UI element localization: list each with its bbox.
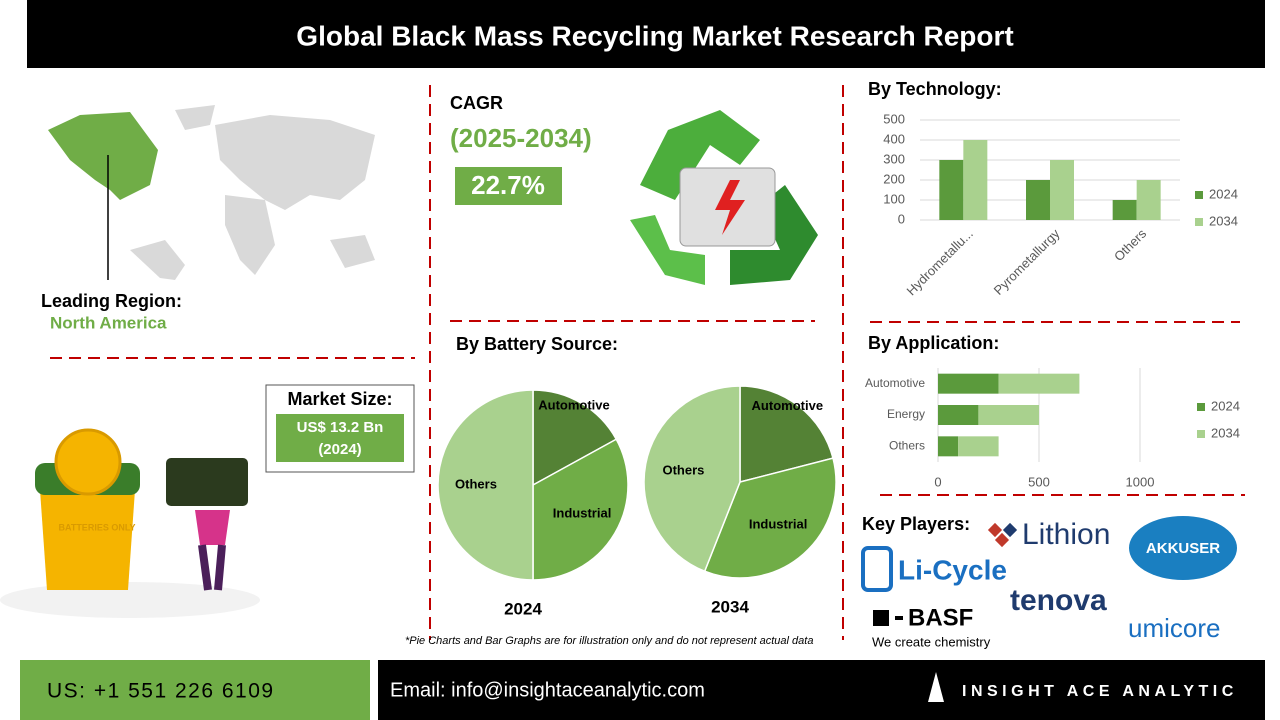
bar-segment bbox=[998, 373, 1080, 394]
footer-bar bbox=[378, 660, 1265, 720]
coin bbox=[54, 428, 122, 496]
y-tick-label: Others bbox=[889, 439, 925, 453]
bar-segment bbox=[938, 405, 979, 425]
legend-label: 2034 bbox=[1211, 425, 1240, 440]
y-tick-label: Energy bbox=[887, 407, 925, 421]
bar bbox=[1136, 180, 1161, 220]
section-heading: Key Players: bbox=[862, 514, 970, 534]
pie-title: 2034 bbox=[711, 597, 749, 616]
x-tick-label: 500 bbox=[1028, 474, 1050, 489]
slice-label: Others bbox=[455, 476, 497, 491]
y-tick-label: 0 bbox=[898, 211, 905, 226]
section-heading: By Technology: bbox=[868, 79, 1002, 99]
bar bbox=[939, 160, 964, 220]
title: Global Black Mass Recycling Market Resea… bbox=[296, 20, 1013, 51]
y-tick-label: 300 bbox=[883, 151, 905, 166]
battery-illustration bbox=[166, 458, 248, 506]
basf-mark bbox=[895, 616, 903, 620]
pie-slice bbox=[703, 457, 837, 579]
slice-label: Others bbox=[662, 463, 704, 478]
slice-label: Automotive bbox=[752, 398, 824, 413]
y-tick-label: 200 bbox=[883, 171, 905, 186]
footer-phone: US: +1 551 226 6109 bbox=[47, 680, 275, 703]
bar-segment bbox=[938, 436, 959, 457]
bar-segment bbox=[938, 373, 999, 394]
bar bbox=[1112, 200, 1137, 220]
company-logo: tenova bbox=[1010, 584, 1107, 617]
market-size-value: US$ 13.2 Bn bbox=[297, 419, 384, 436]
pie-title: 2024 bbox=[504, 599, 542, 618]
y-tick-label: 100 bbox=[883, 191, 905, 206]
region-value: North America bbox=[50, 313, 167, 332]
company-tagline: We create chemistry bbox=[872, 634, 991, 649]
lithion-mark bbox=[987, 522, 1018, 548]
x-tick-label: Others bbox=[1111, 226, 1150, 265]
market-size-badge bbox=[276, 414, 404, 462]
bar bbox=[1050, 160, 1074, 220]
cagr-label: CAGR bbox=[450, 93, 503, 113]
footnote: *Pie Charts and Bar Graphs are for illus… bbox=[405, 635, 813, 647]
x-tick-label: 0 bbox=[934, 474, 941, 489]
legend-label: 2034 bbox=[1209, 213, 1238, 228]
pie-slice bbox=[437, 389, 534, 581]
cagr-value: 22.7% bbox=[471, 170, 545, 200]
slice-label: Automotive bbox=[538, 397, 610, 412]
bar bbox=[963, 140, 988, 220]
company-logo: umicore bbox=[1128, 613, 1220, 643]
x-tick-label: 1000 bbox=[1126, 474, 1155, 489]
pie-slice bbox=[532, 438, 629, 581]
person-body bbox=[195, 510, 230, 545]
bar-segment bbox=[978, 405, 1039, 425]
legend-swatch bbox=[1197, 430, 1205, 438]
slice-label: Industrial bbox=[553, 505, 612, 520]
pie-slice bbox=[532, 389, 618, 487]
bin bbox=[40, 490, 135, 590]
footer-phone-box bbox=[20, 660, 370, 720]
company-logo: BASF bbox=[908, 604, 973, 631]
y-tick-label: Automotive bbox=[865, 376, 925, 390]
market-size-label: Market Size: bbox=[287, 389, 392, 409]
region-label: Leading Region: bbox=[41, 291, 182, 311]
slice-label: Industrial bbox=[749, 517, 808, 532]
pie-slice bbox=[739, 385, 834, 483]
basf-mark bbox=[873, 610, 889, 626]
brand-mark bbox=[928, 672, 944, 702]
y-tick-label: 400 bbox=[883, 131, 905, 146]
cagr-period: (2025-2034) bbox=[450, 123, 592, 153]
north-america bbox=[48, 112, 158, 200]
cagr-badge bbox=[455, 167, 562, 205]
pie-slice bbox=[643, 385, 741, 573]
legend-swatch bbox=[1195, 191, 1203, 199]
li-cycle-mark bbox=[861, 546, 893, 592]
world-map bbox=[130, 105, 375, 280]
footer-email: Email: info@insightaceanalytic.com bbox=[390, 679, 705, 701]
section-heading: By Application: bbox=[868, 333, 999, 353]
company-logo: Li-Cycle bbox=[898, 554, 1007, 585]
x-tick-label: Pyrometallurgy bbox=[991, 226, 1063, 298]
legend-label: 2024 bbox=[1211, 398, 1240, 413]
section-heading: By Battery Source: bbox=[456, 334, 618, 354]
footer-brand: INSIGHT ACE ANALYTIC bbox=[962, 683, 1238, 700]
x-tick-label: Hydrometallu... bbox=[903, 226, 975, 298]
bar-segment bbox=[958, 436, 999, 457]
company-logo: AKKUSER bbox=[1146, 540, 1220, 557]
person-legs bbox=[198, 544, 226, 591]
title-bar bbox=[27, 0, 1265, 68]
bin-text: BATTERIES ONLY bbox=[58, 522, 135, 532]
ground bbox=[0, 582, 260, 618]
legend-label: 2024 bbox=[1209, 186, 1238, 201]
company-logo: Lithion bbox=[1022, 518, 1110, 551]
recycle-icon bbox=[630, 110, 818, 285]
akkuser-mark bbox=[1129, 516, 1237, 580]
market-size-year: (2024) bbox=[318, 441, 361, 458]
bar bbox=[1026, 180, 1050, 220]
legend-swatch bbox=[1197, 403, 1205, 411]
legend-swatch bbox=[1195, 218, 1203, 226]
y-tick-label: 500 bbox=[883, 111, 905, 126]
